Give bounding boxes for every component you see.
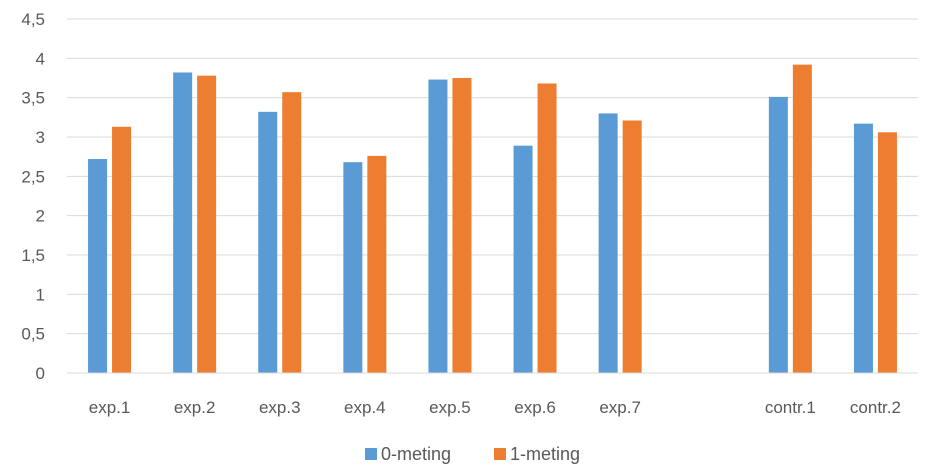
gridlines <box>67 18 918 374</box>
bar-1-meting-contr.2 <box>877 132 897 373</box>
x-tick-label: exp.1 <box>89 398 131 417</box>
x-tick-label: contr.1 <box>765 398 816 417</box>
bar-1-meting-contr.1 <box>792 64 812 374</box>
x-tick-label: exp.7 <box>599 398 641 417</box>
legend: 0-meting 1-meting <box>365 444 580 464</box>
bar-1-meting-exp.4 <box>367 155 387 373</box>
y-tick-label: 0 <box>36 364 45 383</box>
bar-0-meting-exp.7 <box>598 113 618 374</box>
y-tick-label: 3,5 <box>21 89 45 108</box>
y-tick-label: 1,5 <box>21 246 45 265</box>
y-tick-label: 4,5 <box>21 10 45 29</box>
y-tick-label: 4 <box>36 49 45 68</box>
legend-label-1-meting: 1-meting <box>510 444 580 464</box>
bar-1-meting-exp.1 <box>112 126 132 373</box>
bar-0-meting-exp.2 <box>173 72 193 373</box>
x-axis: exp.1 exp.2 exp.3 exp.4 exp.5 exp.6 exp.7 contr… <box>67 372 918 417</box>
x-tick-label: exp.6 <box>514 398 556 417</box>
bar-1-meting-exp.5 <box>452 78 472 373</box>
bar-0-meting-exp.6 <box>513 145 533 373</box>
y-tick-label: 2,5 <box>21 167 45 186</box>
bar-0-meting-exp.4 <box>343 162 363 373</box>
bar-0-meting-contr.2 <box>853 123 873 373</box>
bar-0-meting-exp.1 <box>88 159 108 373</box>
y-tick-label: 0,5 <box>21 325 45 344</box>
bars <box>88 64 897 374</box>
x-tick-label: exp.3 <box>259 398 301 417</box>
x-tick-label: exp.4 <box>344 398 386 417</box>
x-tick-label: exp.2 <box>174 398 216 417</box>
bar-0-meting-exp.3 <box>258 111 278 374</box>
bar-0-meting-exp.5 <box>428 79 448 373</box>
y-tick-label: 1 <box>36 285 45 304</box>
y-axis: 0 0,5 1 1,5 2 2,5 3 3,5 4 4,5 <box>21 10 45 383</box>
legend-label-0-meting: 0-meting <box>381 444 451 464</box>
bar-1-meting-exp.2 <box>197 75 217 373</box>
legend-swatch-0-meting <box>365 448 377 460</box>
bar-1-meting-exp.3 <box>282 92 302 373</box>
x-tick-label: contr.2 <box>850 398 901 417</box>
legend-swatch-1-meting <box>494 448 506 460</box>
bar-0-meting-contr.1 <box>768 96 788 373</box>
y-tick-label: 2 <box>36 207 45 226</box>
bar-1-meting-exp.7 <box>622 120 642 373</box>
x-tick-label: exp.5 <box>429 398 471 417</box>
bar-1-meting-exp.6 <box>537 83 557 374</box>
y-tick-label: 3 <box>36 128 45 147</box>
